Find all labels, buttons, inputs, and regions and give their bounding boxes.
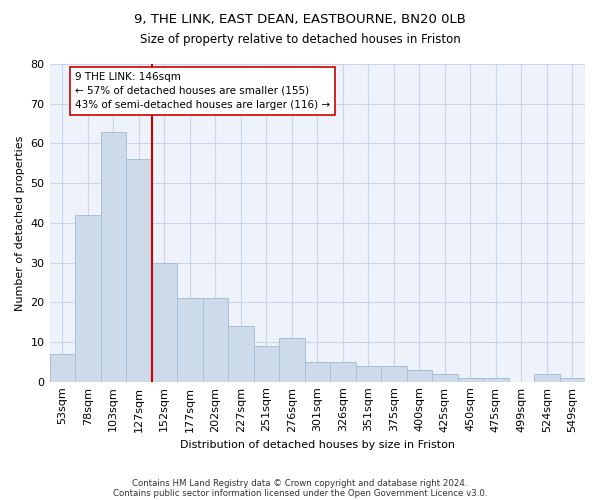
Bar	[458, 378, 483, 382]
Bar	[177, 298, 203, 382]
Bar	[407, 370, 432, 382]
Bar	[381, 366, 407, 382]
Text: Contains HM Land Registry data © Crown copyright and database right 2024.: Contains HM Land Registry data © Crown c…	[132, 478, 468, 488]
Bar	[126, 160, 152, 382]
Bar	[101, 132, 126, 382]
Bar	[75, 215, 101, 382]
Bar	[203, 298, 228, 382]
Text: Contains public sector information licensed under the Open Government Licence v3: Contains public sector information licen…	[113, 488, 487, 498]
Bar	[534, 374, 560, 382]
Bar	[330, 362, 356, 382]
Y-axis label: Number of detached properties: Number of detached properties	[15, 135, 25, 310]
Bar	[356, 366, 381, 382]
Bar	[560, 378, 585, 382]
Bar	[279, 338, 305, 382]
Text: 9, THE LINK, EAST DEAN, EASTBOURNE, BN20 0LB: 9, THE LINK, EAST DEAN, EASTBOURNE, BN20…	[134, 12, 466, 26]
Bar	[152, 262, 177, 382]
X-axis label: Distribution of detached houses by size in Friston: Distribution of detached houses by size …	[180, 440, 455, 450]
Text: Size of property relative to detached houses in Friston: Size of property relative to detached ho…	[140, 32, 460, 46]
Bar	[254, 346, 279, 382]
Text: 9 THE LINK: 146sqm
← 57% of detached houses are smaller (155)
43% of semi-detach: 9 THE LINK: 146sqm ← 57% of detached hou…	[75, 72, 330, 110]
Bar	[50, 354, 75, 382]
Bar	[228, 326, 254, 382]
Bar	[483, 378, 509, 382]
Bar	[432, 374, 458, 382]
Bar	[305, 362, 330, 382]
